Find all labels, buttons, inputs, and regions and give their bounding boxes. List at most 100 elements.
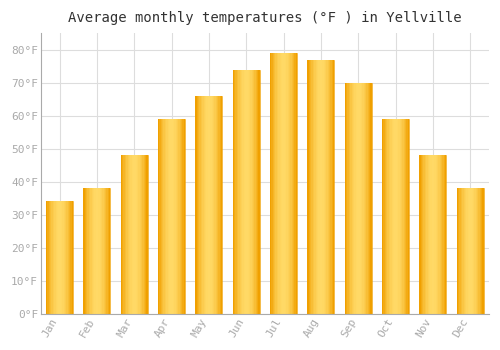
Bar [289, 53, 290, 314]
Bar [210, 96, 212, 314]
Bar [173, 119, 174, 314]
Bar [101, 188, 102, 314]
Bar [213, 96, 214, 314]
Bar [133, 155, 134, 314]
Bar [393, 119, 394, 314]
Bar [178, 119, 180, 314]
Bar [366, 83, 368, 314]
Bar [201, 96, 202, 314]
Bar [274, 53, 276, 314]
Bar [172, 119, 173, 314]
Bar [350, 83, 352, 314]
Bar [196, 96, 197, 314]
Bar [329, 60, 330, 314]
Bar [272, 53, 273, 314]
Bar [440, 155, 441, 314]
Bar [108, 188, 109, 314]
Bar [109, 188, 110, 314]
Bar [285, 53, 286, 314]
Bar [236, 70, 237, 314]
Bar [89, 188, 90, 314]
Bar [430, 155, 432, 314]
Bar [106, 188, 108, 314]
Bar [140, 155, 141, 314]
Bar [252, 70, 253, 314]
Bar [142, 155, 144, 314]
Bar [68, 202, 69, 314]
Bar [124, 155, 125, 314]
Bar [478, 188, 480, 314]
Bar [462, 188, 464, 314]
Bar [458, 188, 460, 314]
Bar [126, 155, 128, 314]
Bar [468, 188, 469, 314]
Bar [105, 188, 106, 314]
Bar [288, 53, 289, 314]
Bar [246, 70, 248, 314]
Bar [245, 70, 246, 314]
Bar [325, 60, 326, 314]
Bar [202, 96, 203, 314]
Bar [480, 188, 481, 314]
Bar [292, 53, 293, 314]
Bar [318, 60, 320, 314]
Bar [472, 188, 473, 314]
Bar [290, 53, 292, 314]
Bar [176, 119, 177, 314]
Bar [408, 119, 409, 314]
Bar [282, 53, 284, 314]
Bar [364, 83, 365, 314]
Bar [254, 70, 256, 314]
Bar [214, 96, 216, 314]
Bar [100, 188, 101, 314]
Bar [69, 202, 70, 314]
Bar [250, 70, 252, 314]
Bar [138, 155, 140, 314]
Bar [52, 202, 53, 314]
Bar [54, 202, 56, 314]
Bar [164, 119, 165, 314]
Bar [241, 70, 242, 314]
Bar [281, 53, 282, 314]
Bar [349, 83, 350, 314]
Bar [438, 155, 440, 314]
Bar [365, 83, 366, 314]
Bar [162, 119, 164, 314]
Bar [278, 53, 280, 314]
Bar [332, 60, 333, 314]
Bar [280, 53, 281, 314]
Bar [321, 60, 322, 314]
Bar [388, 119, 389, 314]
Bar [444, 155, 445, 314]
Bar [181, 119, 182, 314]
Bar [400, 119, 401, 314]
Bar [465, 188, 466, 314]
Bar [237, 70, 238, 314]
Bar [436, 155, 437, 314]
Bar [48, 202, 49, 314]
Bar [326, 60, 328, 314]
Bar [46, 202, 48, 314]
Bar [333, 60, 334, 314]
Bar [284, 53, 285, 314]
Bar [249, 70, 250, 314]
Bar [256, 70, 257, 314]
Bar [177, 119, 178, 314]
Bar [84, 188, 85, 314]
Bar [238, 70, 240, 314]
Bar [61, 202, 62, 314]
Bar [294, 53, 296, 314]
Bar [474, 188, 476, 314]
Bar [240, 70, 241, 314]
Bar [212, 96, 213, 314]
Bar [204, 96, 205, 314]
Bar [464, 188, 465, 314]
Bar [369, 83, 370, 314]
Bar [352, 83, 353, 314]
Bar [277, 53, 278, 314]
Bar [184, 119, 185, 314]
Bar [60, 202, 61, 314]
Bar [469, 188, 470, 314]
Bar [384, 119, 385, 314]
Bar [426, 155, 428, 314]
